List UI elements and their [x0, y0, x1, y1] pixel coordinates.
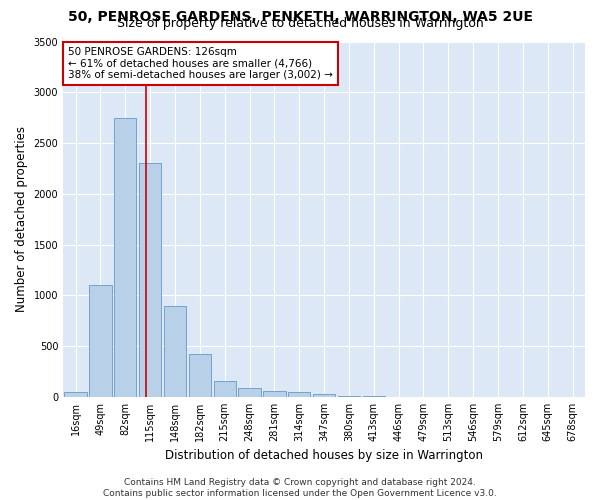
Bar [114, 118, 136, 397]
Bar [338, 396, 360, 397]
Bar [362, 396, 385, 397]
Bar [64, 392, 87, 397]
Bar [313, 394, 335, 397]
X-axis label: Distribution of detached houses by size in Warrington: Distribution of detached houses by size … [165, 450, 483, 462]
Bar [263, 392, 286, 397]
Bar [89, 285, 112, 397]
Text: Contains HM Land Registry data © Crown copyright and database right 2024.
Contai: Contains HM Land Registry data © Crown c… [103, 478, 497, 498]
Bar [188, 354, 211, 397]
Text: 50 PENROSE GARDENS: 126sqm
← 61% of detached houses are smaller (4,766)
38% of s: 50 PENROSE GARDENS: 126sqm ← 61% of deta… [68, 47, 333, 80]
Bar [238, 388, 261, 397]
Bar [139, 164, 161, 397]
Y-axis label: Number of detached properties: Number of detached properties [15, 126, 28, 312]
Text: 50, PENROSE GARDENS, PENKETH, WARRINGTON, WA5 2UE: 50, PENROSE GARDENS, PENKETH, WARRINGTON… [67, 10, 533, 24]
Text: Size of property relative to detached houses in Warrington: Size of property relative to detached ho… [116, 18, 484, 30]
Bar [288, 392, 310, 397]
Bar [164, 306, 186, 397]
Bar [214, 381, 236, 397]
